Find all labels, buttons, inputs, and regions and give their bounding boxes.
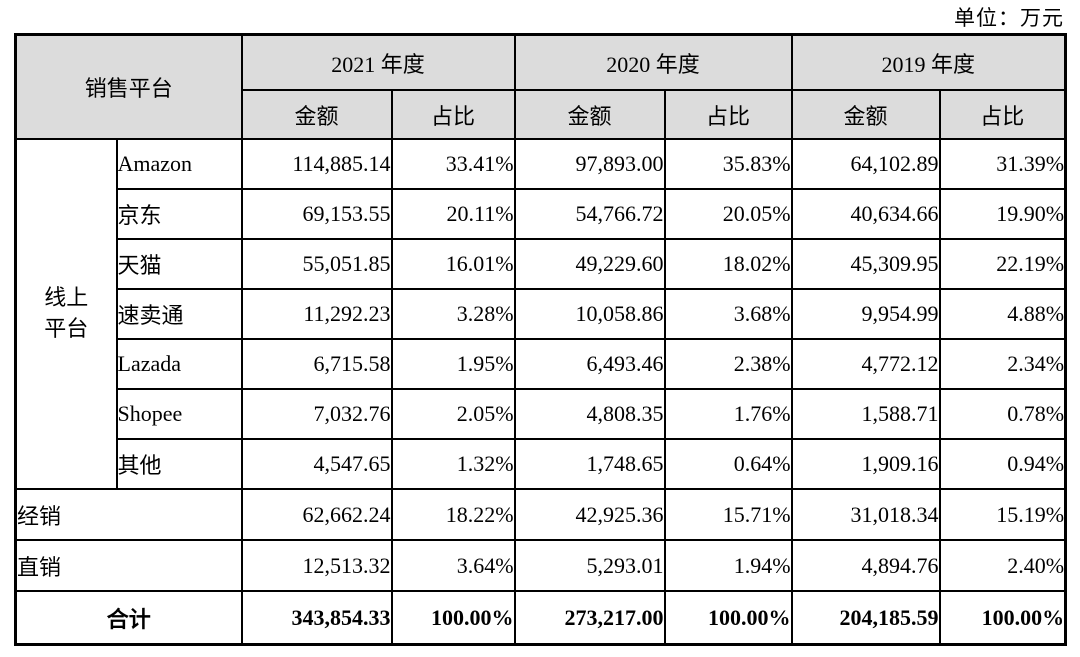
amount-2021: 55,051.85	[240, 238, 393, 290]
share-2021: 3.64%	[390, 539, 516, 592]
amount-2020: 10,058.86	[513, 288, 666, 340]
share-2019: 2.34%	[938, 338, 1067, 390]
platform-label: 其他	[115, 438, 243, 490]
table-row-amazon: 线上平台 Amazon 114,885.14 33.41% 97,893.00 …	[14, 138, 1067, 490]
header-amount-2021: 金额	[240, 89, 393, 140]
amount-2020: 1,748.65	[513, 438, 666, 490]
share-2019: 2.40%	[938, 539, 1067, 592]
total-share-2019: 100.00%	[938, 590, 1067, 646]
total-share-2021: 100.00%	[390, 590, 516, 646]
amount-2021: 7,032.76	[240, 388, 393, 440]
amount-2019: 1,588.71	[790, 388, 941, 440]
amount-2019: 64,102.89	[790, 138, 941, 190]
share-2020: 2.38%	[663, 338, 793, 390]
channel-label: 经销	[14, 488, 243, 541]
share-2021: 33.41%	[390, 138, 516, 190]
share-2021: 16.01%	[390, 238, 516, 290]
amount-2021: 6,715.58	[240, 338, 393, 390]
amount-2020: 97,893.00	[513, 138, 666, 190]
share-2021: 18.22%	[390, 488, 516, 541]
online-platform-group-label: 线上平台	[44, 285, 89, 341]
share-2020: 1.76%	[663, 388, 793, 440]
amount-2020: 49,229.60	[513, 238, 666, 290]
share-2020: 1.94%	[663, 539, 793, 592]
amount-2019: 45,309.95	[790, 238, 941, 290]
header-year-2021: 2021 年度	[240, 33, 516, 91]
channel-label: 直销	[14, 539, 243, 592]
amount-2021: 69,153.55	[240, 188, 393, 240]
table-row-jd: 京东 69,153.55 20.11% 54,766.72 20.05% 40,…	[16, 188, 1067, 240]
amount-2019: 1,909.16	[790, 438, 941, 490]
amount-2019: 4,772.12	[790, 338, 941, 390]
share-2021: 3.28%	[390, 288, 516, 340]
amount-2021: 62,662.24	[240, 488, 393, 541]
platform-label: 速卖通	[115, 288, 243, 340]
share-2021: 20.11%	[390, 188, 516, 240]
table-row-tmall: 天猫 55,051.85 16.01% 49,229.60 18.02% 45,…	[16, 238, 1067, 290]
header-platform: 销售平台	[14, 33, 243, 140]
share-2019: 19.90%	[938, 188, 1067, 240]
share-2019: 4.88%	[938, 288, 1067, 340]
header-amount-2019: 金额	[790, 89, 941, 140]
unit-label: 单位：万元	[954, 6, 1064, 30]
platform-label: Amazon	[115, 138, 243, 190]
share-2020: 3.68%	[663, 288, 793, 340]
share-2021: 2.05%	[390, 388, 516, 440]
share-2020: 20.05%	[663, 188, 793, 240]
header-share-2019: 占比	[938, 89, 1067, 140]
table-row-shopee: Shopee 7,032.76 2.05% 4,808.35 1.76% 1,5…	[16, 388, 1067, 440]
sales-platform-table: 销售平台 2021 年度 2020 年度 2019 年度 金额 占比 金额 占比…	[14, 33, 1068, 646]
amount-2019: 40,634.66	[790, 188, 941, 240]
amount-2021: 4,547.65	[240, 438, 393, 490]
share-2021: 1.32%	[390, 438, 516, 490]
share-2019: 0.78%	[938, 388, 1067, 440]
amount-2020: 5,293.01	[513, 539, 666, 592]
total-label: 合计	[14, 590, 243, 646]
share-2021: 1.95%	[390, 338, 516, 390]
platform-label: 京东	[115, 188, 243, 240]
header-amount-2020: 金额	[513, 89, 666, 140]
header-row-years: 销售平台 2021 年度 2020 年度 2019 年度	[14, 33, 1067, 140]
share-2019: 31.39%	[938, 138, 1067, 190]
amount-2021: 12,513.32	[240, 539, 393, 592]
amount-2019: 9,954.99	[790, 288, 941, 340]
amount-2020: 54,766.72	[513, 188, 666, 240]
header-row-metrics: 金额 占比 金额 占比 金额 占比	[16, 89, 1067, 140]
amount-2019: 4,894.76	[790, 539, 941, 592]
platform-label: Shopee	[115, 388, 243, 440]
table-row-direct-sales: 直销 12,513.32 3.64% 5,293.01 1.94% 4,894.…	[14, 539, 1067, 592]
share-2020: 15.71%	[663, 488, 793, 541]
platform-label: 天猫	[115, 238, 243, 290]
amount-2020: 6,493.46	[513, 338, 666, 390]
total-share-2020: 100.00%	[663, 590, 793, 646]
amount-2019: 31,018.34	[790, 488, 941, 541]
header-year-2020: 2020 年度	[513, 33, 793, 91]
header-share-2021: 占比	[390, 89, 516, 140]
total-amount-2021: 343,854.33	[240, 590, 393, 646]
share-2019: 15.19%	[938, 488, 1067, 541]
share-2020: 18.02%	[663, 238, 793, 290]
amount-2020: 4,808.35	[513, 388, 666, 440]
total-amount-2020: 273,217.00	[513, 590, 666, 646]
platform-label: Lazada	[115, 338, 243, 390]
header-year-2019: 2019 年度	[790, 33, 1067, 91]
amount-2021: 11,292.23	[240, 288, 393, 340]
share-2019: 22.19%	[938, 238, 1067, 290]
table-row-lazada: Lazada 6,715.58 1.95% 6,493.46 2.38% 4,7…	[16, 338, 1067, 390]
share-2020: 0.64%	[663, 438, 793, 490]
online-platform-group-cell: 线上平台	[14, 138, 118, 490]
header-share-2020: 占比	[663, 89, 793, 140]
table-row-total: 合计 343,854.33 100.00% 273,217.00 100.00%…	[14, 590, 1067, 646]
amount-2020: 42,925.36	[513, 488, 666, 541]
share-2019: 0.94%	[938, 438, 1067, 490]
total-amount-2019: 204,185.59	[790, 590, 941, 646]
table-row-distribution: 经销 62,662.24 18.22% 42,925.36 15.71% 31,…	[14, 488, 1067, 541]
table-row-aliexpress: 速卖通 11,292.23 3.28% 10,058.86 3.68% 9,95…	[16, 288, 1067, 340]
share-2020: 35.83%	[663, 138, 793, 190]
table-row-other: 其他 4,547.65 1.32% 1,748.65 0.64% 1,909.1…	[16, 438, 1067, 490]
amount-2021: 114,885.14	[240, 138, 393, 190]
